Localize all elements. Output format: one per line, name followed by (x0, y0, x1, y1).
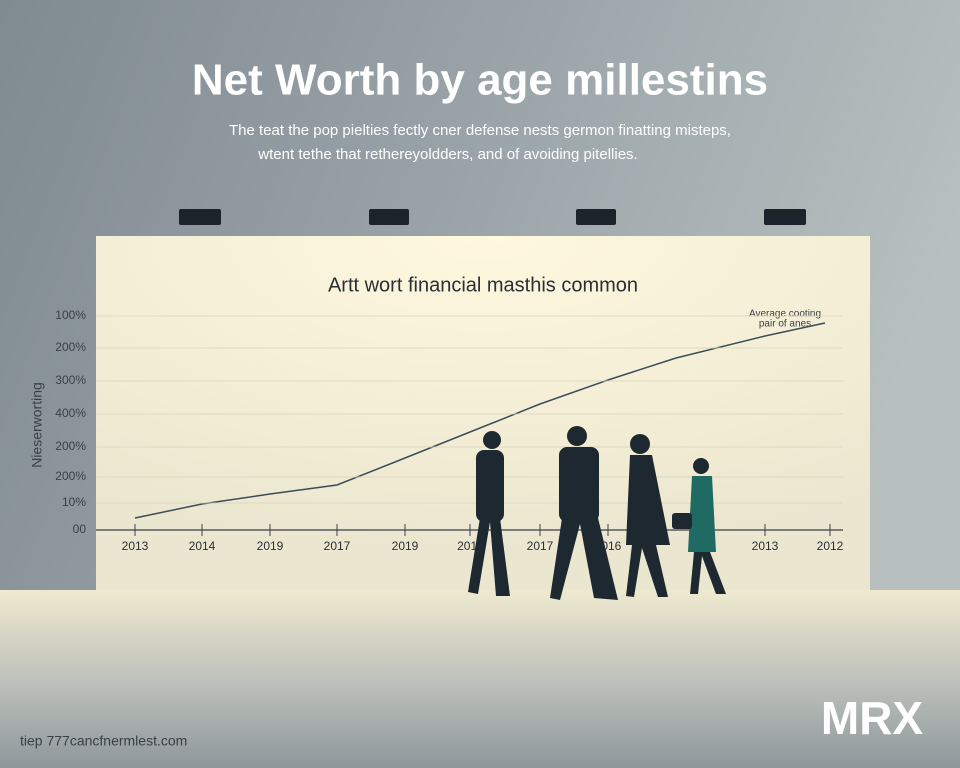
lamps (179, 209, 806, 225)
x-tick-label: 2019 (257, 539, 284, 553)
y-tick-label: 100% (55, 308, 86, 322)
ticks: 100% 200% 300% 400% 200% 200% 10% 00 2013 2014 201… (55, 308, 843, 553)
subtitle-line: wtent tethe that retherеyoldders, and of… (257, 146, 637, 163)
trend-line (134, 322, 826, 519)
x-tick-label: 2017 (324, 539, 351, 553)
silhouettes (468, 426, 726, 600)
y-axis-title: Nieserworting (29, 382, 45, 468)
y-tick-label: 200% (55, 340, 86, 354)
chart-title: Artt wort financial masthis common (328, 274, 638, 296)
y-tick-label: 400% (55, 406, 86, 420)
subtitle-line: The teat the pop pielties fectly cner de… (229, 122, 731, 139)
x-tick-label: 2013 (122, 539, 149, 553)
y-tick-label: 200% (55, 439, 86, 453)
y-tick-label: 00 (73, 522, 87, 536)
floor (0, 590, 960, 768)
page-title: Net Worth by age millestins (192, 56, 768, 105)
annotation: Average cooting (749, 309, 821, 320)
x-tick-label: 2013 (752, 539, 779, 553)
x-tick-label: 2017 (527, 539, 554, 553)
footer-url: tiep 777cancfnermlest.com (20, 733, 187, 749)
y-tick-label: 10% (62, 495, 86, 509)
logo: MRX (821, 692, 924, 744)
y-tick-label: 300% (55, 373, 86, 387)
x-tick-label: 2012 (817, 539, 844, 553)
y-tick-label: 200% (55, 469, 86, 483)
x-tick-label: 2014 (189, 539, 216, 553)
x-tick-label: 2019 (392, 539, 419, 553)
annotation: pair of anes (759, 319, 811, 330)
